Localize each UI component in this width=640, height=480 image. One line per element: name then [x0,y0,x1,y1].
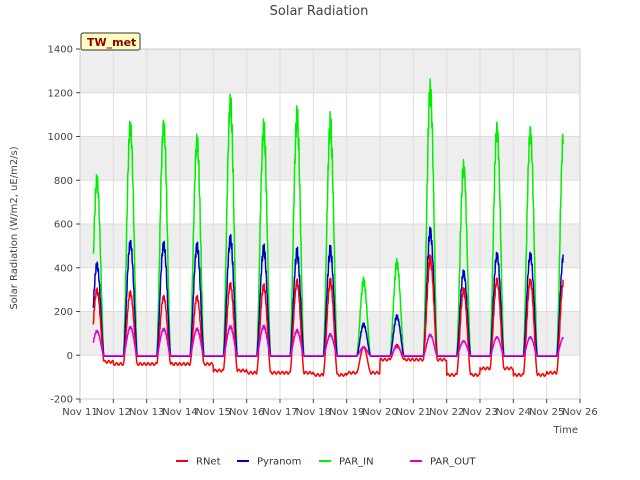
y-tick-label: 0 [67,351,73,362]
x-tick-label: Nov 25 [529,407,564,418]
x-tick-label: Nov 26 [562,407,597,418]
x-tick-label: Nov 24 [496,407,531,418]
x-axis-title: Time [553,425,578,436]
x-tick-label: Nov 18 [296,407,331,418]
y-tick-label: 800 [54,176,73,187]
x-tick-label: Nov 20 [362,407,397,418]
x-tick-label: Nov 23 [462,407,497,418]
x-tick-label: Nov 13 [129,407,164,418]
station-badge: TW_met [80,32,141,51]
y-tick-label: 1000 [48,132,73,143]
x-tick-label: Nov 15 [196,407,231,418]
grid-band [80,49,580,93]
x-tick-label: Nov 11 [62,407,97,418]
y-tick-label: 400 [54,263,73,274]
y-tick-label: 200 [54,307,73,318]
y-axis-title: Solar Radiation (W/m2, uE/m2/s) [9,146,20,309]
x-tick-label: Nov 16 [229,407,264,418]
legend-label-pyranom: Pyranom [257,457,301,468]
x-tick-label: Nov 22 [429,407,464,418]
x-tick-label: Nov 12 [96,407,131,418]
chart-title: Solar Radiation [270,4,369,19]
y-tick-label: -200 [50,395,73,406]
legend-label-rnet: RNet [196,457,221,468]
x-tick-label: Nov 21 [396,407,431,418]
badge-label: TW_met [87,36,136,49]
x-tick-label: Nov 14 [162,407,197,418]
y-tick-label: 1200 [48,88,73,99]
x-tick-label: Nov 19 [329,407,364,418]
y-tick-label: 1400 [48,45,73,56]
series-line-rnet [92,254,564,377]
legend: RNet Pyranom PAR_IN PAR_OUT [176,457,476,468]
y-axis-ticks: -200 0 200 400 600 800 1000 1200 1400 [48,45,80,406]
legend-label-par-out: PAR_OUT [430,457,476,468]
x-tick-label: Nov 17 [262,407,297,418]
series-lines [92,78,564,377]
series-line-par-out [92,324,564,357]
y-tick-label: 600 [54,220,73,231]
legend-label-par-in: PAR_IN [339,457,374,468]
badge-box [80,32,141,51]
